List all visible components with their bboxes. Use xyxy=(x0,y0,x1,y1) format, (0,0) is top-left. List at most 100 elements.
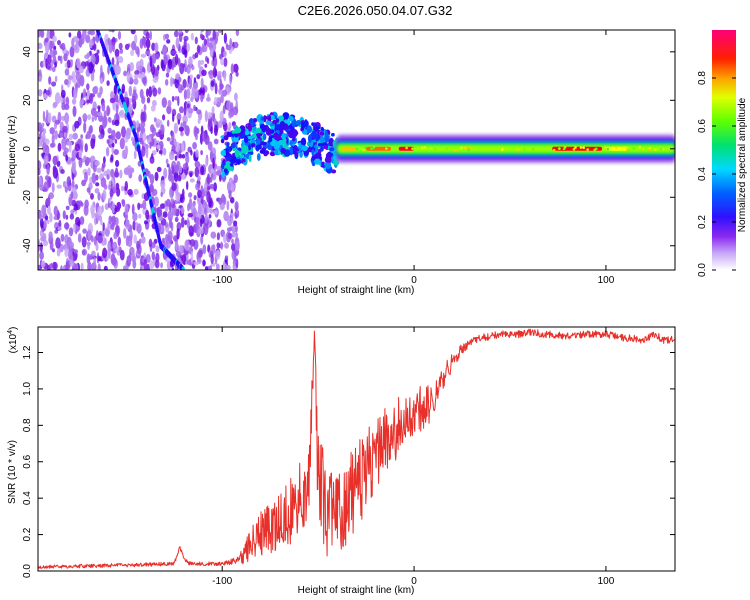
transition-blob xyxy=(300,137,307,147)
noise-blob xyxy=(229,74,232,86)
noise-blob xyxy=(68,133,73,141)
noise-blob xyxy=(206,57,210,65)
noise-blob xyxy=(234,201,239,211)
noise-blob xyxy=(230,63,235,75)
noise-blob xyxy=(164,33,170,40)
spectrogram-y-tick-label: 20 xyxy=(22,94,33,106)
noise-blob xyxy=(39,184,45,191)
noise-blob xyxy=(47,112,52,124)
noise-blob xyxy=(182,121,187,128)
transition-blob xyxy=(262,133,267,141)
noise-blob xyxy=(199,218,203,228)
noise-blob xyxy=(138,213,142,219)
noise-blob xyxy=(114,48,120,57)
noise-blob xyxy=(110,91,115,100)
noise-blob xyxy=(82,113,88,120)
transition-blob xyxy=(323,162,329,166)
noise-blob xyxy=(89,176,93,185)
colorbar-tick-label: 0.4 xyxy=(697,167,708,181)
noise-blob xyxy=(171,130,175,143)
noise-blob xyxy=(76,30,82,39)
noise-blob xyxy=(197,175,201,182)
noise-blob xyxy=(191,65,195,71)
noise-blob xyxy=(226,264,231,270)
noise-blob xyxy=(148,86,153,98)
noise-blob xyxy=(142,71,146,78)
noise-blob xyxy=(206,191,211,204)
noise-blob xyxy=(99,86,103,95)
noise-blob xyxy=(193,261,199,266)
noise-blob xyxy=(38,213,43,220)
noise-blob xyxy=(190,251,194,264)
noise-blob xyxy=(173,30,179,38)
tone-speck xyxy=(477,147,481,150)
tone-speck xyxy=(604,146,607,149)
noise-blob xyxy=(165,79,169,86)
noise-blob xyxy=(179,106,184,114)
noise-blob xyxy=(108,215,112,225)
noise-blob xyxy=(211,40,215,46)
noise-blob xyxy=(132,220,136,231)
spectrogram-panel: -100 0 100 -40 -20 0 20 40 Height of straight … xyxy=(7,29,676,296)
noise-blob xyxy=(65,96,70,107)
noise-blob xyxy=(210,168,215,173)
noise-blob xyxy=(103,110,107,121)
tone-speck xyxy=(464,146,467,149)
noise-blob xyxy=(51,66,56,73)
transition-blob xyxy=(292,136,296,142)
noise-blob xyxy=(108,197,111,204)
transition-blob xyxy=(320,135,325,144)
colorbar-ticks: 0.0 0.2 0.4 0.6 0.8 xyxy=(697,71,736,277)
noise-blob xyxy=(65,154,69,162)
noise-blob xyxy=(156,206,163,218)
noise-blob xyxy=(102,222,105,231)
noise-blob xyxy=(60,265,63,270)
transition-blob xyxy=(311,130,317,139)
noise-blob xyxy=(102,247,108,259)
transition-blob xyxy=(289,146,294,156)
noise-blob xyxy=(180,207,185,214)
noise-blob xyxy=(71,162,76,174)
noise-blob xyxy=(112,241,118,250)
noise-blob xyxy=(190,203,196,213)
noise-blob xyxy=(195,183,201,191)
tone-speck xyxy=(552,148,556,152)
noise-blob xyxy=(155,118,161,129)
noise-blob xyxy=(187,213,193,218)
noise-blob xyxy=(45,58,48,69)
noise-blob xyxy=(139,88,144,99)
noise-blob xyxy=(227,127,231,133)
transition-blob xyxy=(319,131,325,136)
noise-blob xyxy=(85,34,91,44)
noise-blob xyxy=(152,99,157,107)
noise-blob xyxy=(208,214,212,219)
noise-blob xyxy=(171,164,175,175)
noise-blob xyxy=(84,61,90,67)
noise-blob xyxy=(126,255,132,267)
streak-blob xyxy=(181,266,185,270)
noise-blob xyxy=(161,97,167,108)
noise-blob xyxy=(167,99,172,108)
noise-blob xyxy=(111,215,116,226)
noise-blob xyxy=(186,125,190,137)
noise-blob xyxy=(122,149,126,159)
noise-blob xyxy=(197,118,201,124)
noise-blob xyxy=(82,228,87,234)
noise-blob xyxy=(70,191,74,199)
noise-blob xyxy=(91,250,96,257)
noise-blob xyxy=(184,30,189,34)
tone-speck xyxy=(460,146,463,149)
noise-blob xyxy=(222,105,226,115)
noise-blob xyxy=(212,157,215,169)
noise-blob xyxy=(62,210,66,220)
noise-blob xyxy=(229,38,233,49)
noise-blob xyxy=(52,101,58,108)
noise-blob xyxy=(84,54,90,60)
noise-blob xyxy=(38,30,41,38)
noise-blob xyxy=(73,87,78,100)
noise-blob xyxy=(155,131,162,138)
noise-blob xyxy=(152,188,158,196)
noise-blob xyxy=(146,97,151,104)
noise-blob xyxy=(185,83,191,88)
noise-blob xyxy=(209,184,215,189)
